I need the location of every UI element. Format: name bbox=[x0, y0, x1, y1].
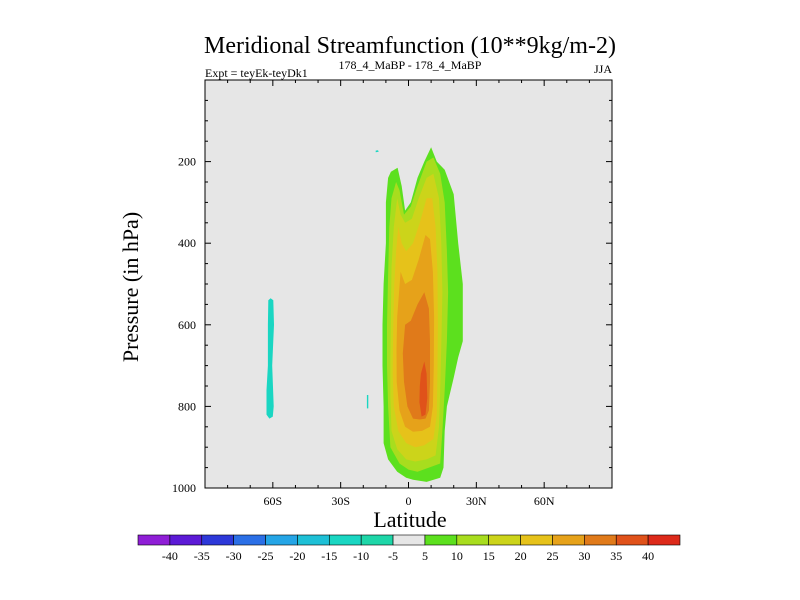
y-tick-label: 600 bbox=[178, 318, 196, 332]
chart-subtitle-right: JJA bbox=[594, 62, 612, 76]
colorbar-swatch bbox=[584, 534, 617, 546]
contour-fills bbox=[266, 147, 463, 482]
colorbar: -40 -35 -30 -25 -20 -15 -10 -5 5 10 15 20 25 30 35 40 bbox=[137, 534, 681, 563]
colorbar-swatch bbox=[615, 534, 649, 546]
colorbar-swatch bbox=[265, 534, 298, 546]
y-tick-label: 800 bbox=[178, 399, 196, 413]
colorbar-label: -40 bbox=[162, 549, 178, 563]
colorbar-label: 25 bbox=[546, 549, 558, 563]
colorbar-label: 30 bbox=[578, 549, 590, 563]
colorbar-swatch bbox=[169, 534, 203, 546]
colorbar-label: -15 bbox=[321, 549, 337, 563]
colorbar-swatch bbox=[456, 534, 490, 546]
chart-title: Meridional Streamfunction (10**9kg/m-2) bbox=[204, 33, 616, 59]
colorbar-swatch bbox=[137, 534, 171, 546]
colorbar-swatch bbox=[647, 534, 681, 546]
colorbar-label: 20 bbox=[515, 549, 527, 563]
x-tick-label: 30N bbox=[466, 494, 487, 508]
colorbar-swatch bbox=[360, 534, 394, 546]
colorbar-label: 40 bbox=[642, 549, 654, 563]
colorbar-label: 15 bbox=[483, 549, 495, 563]
colorbar-label: -35 bbox=[194, 549, 210, 563]
colorbar-swatch bbox=[201, 534, 234, 546]
x-tick-label: 30S bbox=[331, 494, 350, 508]
speck-lower bbox=[366, 395, 369, 409]
x-tick-label: 60N bbox=[534, 494, 555, 508]
y-axis: 200 400 600 800 1000 bbox=[172, 99, 612, 495]
positive-cell-level-35 bbox=[419, 361, 428, 417]
y-axis-label: Pressure (in hPa) bbox=[118, 212, 143, 362]
colorbar-label: -20 bbox=[289, 549, 305, 563]
colorbar-swatch bbox=[488, 534, 521, 546]
colorbar-label: -10 bbox=[353, 549, 369, 563]
x-tick-label: 0 bbox=[406, 494, 412, 508]
x-tick-label: 60S bbox=[263, 494, 282, 508]
colorbar-swatch bbox=[297, 534, 330, 546]
x-axis-label: Latitude bbox=[373, 507, 446, 532]
colorbar-label: 10 bbox=[451, 549, 463, 563]
colorbar-swatch bbox=[328, 534, 362, 546]
chart-subtitle-left: Expt = teyEk-teyDk1 bbox=[205, 66, 308, 80]
y-tick-label: 400 bbox=[178, 236, 196, 250]
colorbar-swatch bbox=[233, 534, 266, 546]
negative-cell-southern bbox=[266, 298, 274, 419]
speck-upper bbox=[375, 150, 379, 153]
colorbar-swatch bbox=[552, 534, 585, 546]
colorbar-label: 5 bbox=[422, 549, 428, 563]
y-tick-label: 1000 bbox=[172, 481, 196, 495]
x-axis: 60S 30S 0 30N 60N bbox=[227, 80, 590, 508]
chart-subtitle-center: 178_4_MaBP - 178_4_MaBP bbox=[339, 58, 482, 72]
colorbar-label: -5 bbox=[388, 549, 398, 563]
colorbar-swatch bbox=[392, 534, 426, 546]
colorbar-label: -25 bbox=[258, 549, 274, 563]
colorbar-swatch bbox=[424, 534, 458, 546]
colorbar-label: 35 bbox=[610, 549, 622, 563]
colorbar-swatch bbox=[520, 534, 553, 546]
y-tick-label: 200 bbox=[178, 155, 196, 169]
colorbar-label: -30 bbox=[226, 549, 242, 563]
